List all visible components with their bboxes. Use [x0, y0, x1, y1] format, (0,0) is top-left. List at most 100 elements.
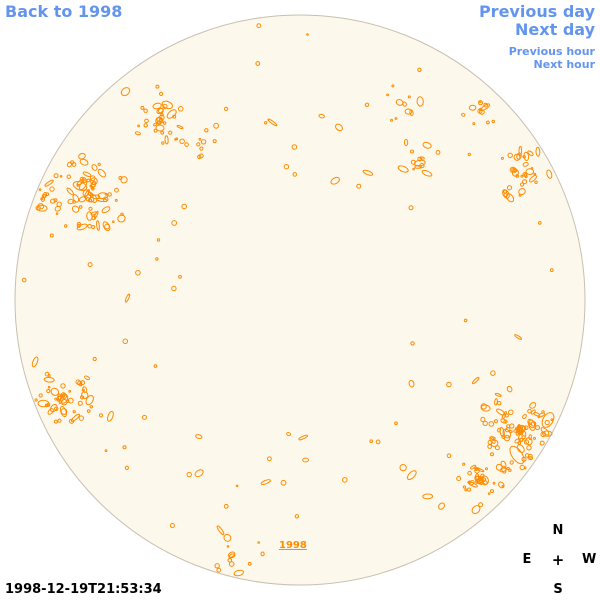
contour-mark [518, 145, 523, 157]
contour-mark [508, 409, 514, 416]
contour-mark [89, 405, 94, 409]
contour-mark [43, 376, 55, 383]
contour-mark [473, 466, 485, 473]
compass-east-label: E [522, 552, 532, 567]
contour-mark [153, 122, 158, 127]
contour-mark [56, 201, 62, 208]
contour-mark [36, 204, 48, 212]
contour-mark [96, 220, 100, 231]
previous-day-link[interactable]: Previous day [478, 2, 595, 21]
contour-mark [228, 561, 235, 567]
contour-mark [87, 262, 93, 268]
contour-mark [369, 439, 374, 444]
contour-mark [402, 101, 407, 107]
contour-mark [283, 164, 290, 170]
contour-mark [461, 112, 466, 117]
contour-mark [514, 334, 523, 340]
contour-mark [235, 484, 239, 488]
contour-mark [156, 238, 161, 242]
contour-mark [264, 121, 268, 125]
contour-mark [509, 423, 515, 429]
next-hour-link[interactable]: Next hour [533, 58, 596, 71]
contour-mark [503, 189, 507, 194]
contour-mark [143, 108, 148, 114]
contour-mark [104, 192, 108, 196]
contour-mark [216, 525, 225, 536]
contour-mark [419, 156, 425, 160]
contour-mark [89, 184, 93, 188]
contour-mark [152, 102, 162, 110]
contour-mark [476, 476, 484, 484]
contour-mark [467, 152, 471, 157]
contour-mark [181, 203, 187, 210]
contour-mark [155, 84, 160, 89]
contour-mark [71, 205, 80, 213]
contour-mark [533, 411, 541, 417]
contour-mark [179, 138, 185, 145]
contour-mark [470, 464, 477, 470]
compass-north-label: N [552, 523, 564, 538]
contour-mark [60, 383, 66, 389]
contour-mark [514, 438, 521, 444]
contour-mark [143, 123, 148, 128]
contour-mark [53, 173, 59, 179]
contour-mark [260, 479, 271, 486]
contour-mark [37, 203, 45, 210]
contour-mark [421, 169, 433, 177]
contour-mark [70, 413, 81, 422]
contour-mark [362, 169, 374, 176]
contour-mark [527, 456, 534, 461]
contour-mark [91, 215, 97, 221]
contour-mark [78, 415, 85, 421]
contour-mark [176, 124, 184, 130]
contour-mark [478, 100, 483, 106]
contour-mark [135, 270, 141, 276]
contour-mark [195, 434, 203, 440]
contour-mark [186, 471, 192, 478]
compass-center-cross: + [551, 551, 565, 569]
contour-mark [456, 476, 462, 481]
contour-mark [54, 205, 61, 212]
contour-mark [159, 91, 164, 97]
contour-mark [390, 118, 393, 122]
contour-mark [134, 131, 141, 136]
contour-mark [479, 109, 485, 115]
contour-mark [122, 445, 127, 450]
contour-mark [503, 434, 511, 442]
contour-mark [49, 404, 58, 413]
contour-mark [522, 161, 529, 167]
contour-mark [533, 436, 536, 440]
contour-mark [256, 23, 262, 29]
contour-mark [463, 318, 468, 323]
contour-mark [223, 533, 232, 542]
contour-mark [462, 485, 466, 489]
contour-mark [214, 563, 220, 569]
contour-mark [520, 425, 526, 432]
contour-mark [397, 165, 409, 173]
contour-mark [409, 109, 414, 116]
contour-mark [78, 205, 83, 209]
contour-mark [157, 107, 164, 114]
contour-mark [267, 456, 272, 462]
next-day-link[interactable]: Next day [515, 20, 595, 39]
contour-mark [169, 523, 175, 528]
contour-mark [47, 385, 51, 389]
contour-mark [302, 457, 309, 463]
contour-mark [342, 477, 348, 483]
contour-mark [494, 445, 500, 451]
contour-mark [525, 437, 533, 446]
contour-mark [406, 470, 417, 480]
contour-mark [522, 414, 527, 419]
contour-mark [486, 120, 490, 125]
contour-mark [404, 108, 413, 115]
contour-mark [124, 293, 131, 303]
contour-mark [68, 418, 75, 424]
contour-loop [509, 445, 525, 465]
contour-mark [161, 141, 165, 145]
contour-mark [522, 179, 528, 185]
previous-hour-link[interactable]: Previous hour [508, 45, 595, 58]
contour-mark [490, 489, 494, 494]
back-to-year-link[interactable]: Back to 1998 [5, 2, 123, 21]
contour-mark [410, 341, 415, 346]
year-map-link[interactable]: 1998 [279, 540, 307, 551]
